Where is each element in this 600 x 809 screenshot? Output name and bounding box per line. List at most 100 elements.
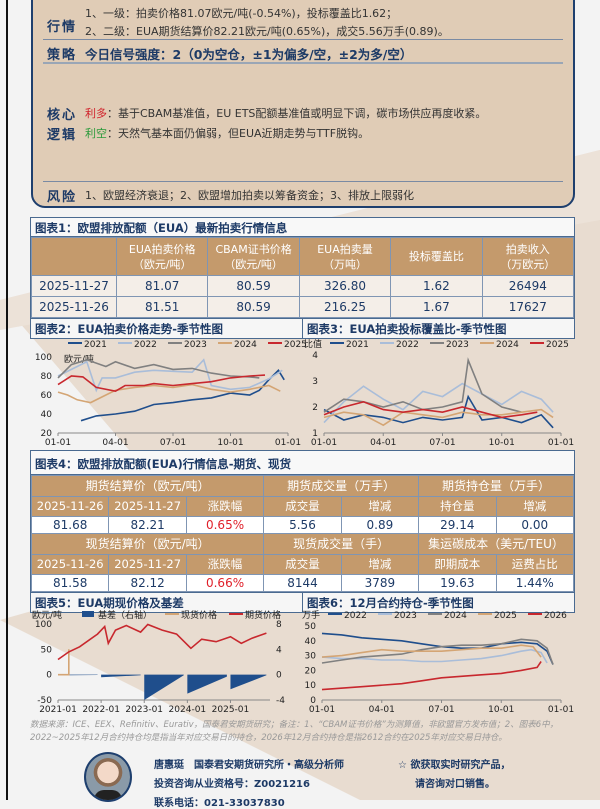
series-line-2021 bbox=[323, 394, 554, 429]
legend-label-2022: 2022 bbox=[396, 340, 419, 350]
y-tick-label: 100 bbox=[35, 353, 52, 363]
table-cell: 8144 bbox=[263, 574, 342, 592]
page-border bbox=[6, 0, 8, 800]
table-cell: 2025-11-26 bbox=[31, 296, 117, 318]
y2-tick-label: 0 bbox=[276, 671, 282, 681]
sub-header: 涨跌幅 bbox=[185, 554, 265, 575]
y-tick-label: 3 bbox=[312, 377, 318, 387]
y-axis-label: 欧元/吨 bbox=[64, 353, 94, 365]
y-tick-label: 0 bbox=[310, 696, 316, 706]
chart5-title: 图表5：EUA期现价格及基差 bbox=[31, 593, 303, 612]
y-tick-label: 0 bbox=[46, 671, 52, 681]
legend-swatch bbox=[82, 611, 94, 617]
legend-label-期货价格: 期货价格 bbox=[245, 609, 281, 621]
y-tick-label: 20 bbox=[41, 429, 53, 439]
x-tick-label: 01-01 bbox=[309, 705, 335, 715]
footnote: 数据来源：ICE、EEX、Refinitiv、Eurativ，国泰君安期货研究；… bbox=[30, 719, 595, 745]
sub-header: 持仓量 bbox=[418, 496, 497, 517]
group-header: 期货持仓量（万手） bbox=[418, 475, 574, 497]
group-header: 期货成交量（万手） bbox=[263, 475, 420, 497]
series-line-2024 bbox=[321, 638, 554, 665]
legend-label-2023: 2023 bbox=[394, 611, 417, 621]
y-tick-label: 50 bbox=[41, 645, 53, 655]
x-tick-label: 07-01 bbox=[429, 438, 455, 448]
table-cell: 0.65% bbox=[185, 516, 265, 534]
risk-label: 风险 bbox=[47, 190, 78, 205]
futures-spot-table: 图表4：欧盟排放配额(EUA)行情信息-期货、现货 期货结算价（欧元/吨） 期货成… bbox=[30, 450, 575, 613]
legend-label-2025: 2025 bbox=[284, 340, 307, 350]
table-cell: 29.14 bbox=[418, 516, 497, 534]
x-tick-label: 01-01 bbox=[548, 438, 574, 448]
y-tick-label: 20 bbox=[305, 666, 317, 676]
header-line: （万吨） bbox=[322, 257, 367, 271]
chart2-title: 图表2：EUA拍卖价格走势-季节性图 bbox=[31, 319, 303, 338]
table-cell: 80.59 bbox=[207, 275, 300, 297]
y-tick-label: 10 bbox=[305, 681, 317, 691]
table-row: 81.68 82.21 0.65% 5.56 0.89 29.14 0.00 bbox=[30, 516, 575, 534]
legend-label-2024: 2024 bbox=[496, 340, 519, 350]
x-tick-label: 2021-01 bbox=[39, 705, 77, 715]
summary-card: 行情 1、一级：拍卖价格81.07欧元/吨(-0.54%)，投标覆盖比1.62；… bbox=[31, 0, 575, 208]
y-tick-label: 4 bbox=[312, 351, 318, 361]
sub-header-row: 2025-11-26 2025-11-27 涨跌幅 成交量 增减 即期成本 运费占比 bbox=[30, 554, 575, 575]
y2-tick-label: 8 bbox=[276, 620, 282, 630]
legend-label-2023: 2023 bbox=[446, 340, 469, 350]
sub-header: 成交量 bbox=[263, 496, 342, 517]
table-cell: 1.44% bbox=[495, 574, 575, 592]
y-tick-label: 1 bbox=[312, 429, 318, 439]
group-header: 现货结算价（欧元/吨） bbox=[30, 533, 265, 555]
basis-bar-segment bbox=[68, 674, 98, 676]
sub-header: 涨跌幅 bbox=[185, 496, 265, 517]
analyst-phone: 联系电话：021-33037830 bbox=[154, 798, 285, 809]
chart3-bid-cover-seasonal: 2021 2022 2023 2024 2025 比值 1 2 3 4 01-01 04-01 07-0… bbox=[304, 338, 574, 448]
legend-label-2025: 2025 bbox=[546, 340, 569, 350]
series-line-2023 bbox=[57, 358, 260, 379]
y-tick-label: -50 bbox=[37, 696, 52, 706]
y2-tick-label: 4 bbox=[276, 645, 282, 655]
legend-label-2021: 2021 bbox=[346, 340, 369, 350]
footnote-line-2: 2022~2025年12月合约持仓均是指当年对应交易日的持仓，2026年12月合… bbox=[30, 733, 507, 743]
table1-header-cell bbox=[31, 237, 117, 276]
legend-label-2026: 2026 bbox=[544, 611, 567, 621]
bear-line: 利空：天然气基本面仍偏弱，但EUA近期走势与TTF脱钩。 bbox=[85, 125, 369, 141]
basis-bar-segment bbox=[187, 674, 227, 694]
table-row: 2025-11-26 81.51 80.59 216.25 1.67 17627 bbox=[31, 296, 575, 318]
series-line-2023 bbox=[321, 648, 548, 664]
footnote-line-1: 数据来源：ICE、EEX、Refinitiv、Eurativ，国泰君安期货研究；… bbox=[30, 720, 559, 730]
table-cell: 216.25 bbox=[298, 296, 392, 318]
x-tick-label: 07-01 bbox=[160, 438, 186, 448]
auction-table: 图表1：欧盟排放配额（EUA）最新拍卖行情信息 EUA拍卖价格 （欧元/吨） CBA… bbox=[30, 217, 575, 339]
y-tick-label: 60 bbox=[41, 391, 53, 401]
series-line-2023 bbox=[323, 357, 522, 413]
table4-title: 图表4：欧盟排放配额(EUA)行情信息-期货、现货 bbox=[31, 451, 574, 475]
strategy-section: 策略 今日信号强度：2（0为空仓，±1为偏多/空，±2为多/空） bbox=[43, 40, 563, 64]
table-cell: 5.56 bbox=[263, 516, 342, 534]
bull-text: ：基于CBAM基准值，EU ETS配额基准值或明显下调，碳市场供应再度收紧。 bbox=[107, 107, 487, 120]
chart6-title: 图表6：12月合约持仓-季节性图 bbox=[307, 596, 474, 610]
analyst-avatar bbox=[84, 752, 132, 802]
group-header: 集运碳成本（美元/TEU） bbox=[418, 533, 574, 555]
table-cell: 80.59 bbox=[207, 296, 300, 318]
legend-label-基差（右轴）: 基差（右轴） bbox=[98, 609, 152, 621]
chart-title-row: 图表5：EUA期现价格及基差 图表6：12月合约持仓-季节性图 bbox=[31, 592, 574, 612]
x-tick-label: 10-01 bbox=[489, 438, 515, 448]
chart3-title: 图表3：EUA拍卖投标覆盖比-季节性图 bbox=[307, 322, 507, 336]
series-line-2024 bbox=[323, 408, 554, 427]
table-cell: 2025-11-27 bbox=[31, 275, 117, 297]
basis-bar-segment bbox=[144, 674, 184, 700]
header-line: （万欧元） bbox=[500, 257, 556, 271]
legend-label-2022: 2022 bbox=[134, 340, 157, 350]
y2-tick-label: -4 bbox=[276, 696, 285, 706]
x-tick-label: 01-01 bbox=[311, 438, 337, 448]
series-line-2022 bbox=[323, 382, 554, 424]
market-line-2: 2、二级：EUA期货结算价82.21欧元/吨(0.65%)，成交5.56万手(0… bbox=[85, 25, 449, 38]
sub-header: 2025-11-26 bbox=[30, 554, 110, 575]
y-tick-label: 30 bbox=[305, 652, 317, 662]
table-cell: 82.12 bbox=[108, 574, 187, 592]
series-line-2021 bbox=[80, 369, 285, 422]
table-cell: 82.21 bbox=[108, 516, 187, 534]
legend-label-现货价格: 现货价格 bbox=[181, 609, 217, 621]
bull-line: 利多：基于CBAM基准值，EU ETS配额基准值或明显下调，碳市场供应再度收紧。 bbox=[85, 105, 486, 121]
sub-header: 2025-11-27 bbox=[108, 554, 187, 575]
table1-title: 图表1：欧盟排放配额（EUA）最新拍卖行情信息 bbox=[31, 218, 574, 237]
